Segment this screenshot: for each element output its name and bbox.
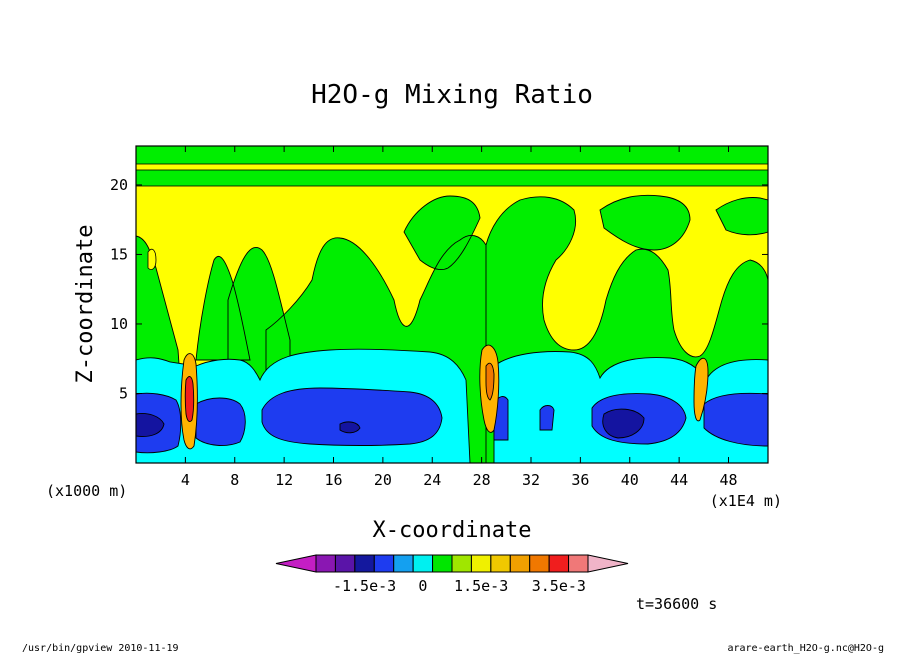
x-tick-label-5: 24 — [423, 471, 441, 489]
y-tick-label-0: 5 — [119, 384, 128, 402]
field-top-band-2 — [136, 169, 768, 187]
y-tick-label-2: 15 — [110, 245, 128, 263]
colorbar-label-2: 1.5e-3 — [454, 577, 508, 595]
contour-field — [136, 146, 768, 463]
footer-left: /usr/bin/gpview 2010-11-19 — [22, 643, 179, 654]
x-axis-ticks: 4 8 12 16 20 24 28 32 36 40 44 48 — [181, 146, 738, 489]
x-axis-label: X-coordinate — [373, 518, 532, 543]
colorbar-cell-7 — [432, 554, 453, 573]
colorbar — [275, 554, 629, 573]
x-tick-label-2: 12 — [275, 471, 293, 489]
field-plume-b-core — [485, 362, 495, 401]
y-axis-label: Z-coordinate — [73, 225, 98, 384]
colorbar-label-3: 3.5e-3 — [532, 577, 586, 595]
x-tick-label-7: 32 — [522, 471, 540, 489]
y-axis-ticks: 5 10 15 20 — [110, 176, 768, 402]
x-tick-label-1: 8 — [230, 471, 239, 489]
x-tick-label-9: 40 — [621, 471, 639, 489]
x-unit-right: (x1E4 m) — [710, 492, 782, 510]
x-tick-label-8: 36 — [571, 471, 589, 489]
y-tick-label-1: 10 — [110, 315, 128, 333]
field-navy-core — [136, 408, 645, 439]
colorbar-cell-2 — [334, 554, 356, 573]
colorbar-cell-14 — [568, 554, 589, 573]
plot-frame — [135, 145, 769, 464]
colorbar-cell-10 — [490, 554, 511, 573]
field-plume-a-core — [184, 376, 195, 423]
field-plume-d — [147, 248, 157, 270]
colorbar-cell-6 — [412, 554, 434, 573]
colorbar-cell-4 — [373, 554, 395, 573]
field-blue-core — [136, 387, 768, 454]
x-tick-label-3: 16 — [324, 471, 342, 489]
field-top-band — [136, 146, 768, 165]
colorbar-label-1: 0 — [418, 577, 427, 595]
colorbar-labels: -1.5e-3 0 1.5e-3 3.5e-3 — [333, 577, 586, 595]
colorbar-cell-8 — [451, 554, 472, 573]
x-tick-label-11: 48 — [719, 471, 737, 489]
colorbar-cell-9 — [470, 554, 492, 573]
colorbar-cell-1 — [315, 554, 336, 573]
y-tick-label-3: 20 — [110, 176, 128, 194]
colorbar-cell-12 — [529, 554, 550, 573]
x-tick-label-4: 20 — [374, 471, 392, 489]
x-tick-label-10: 44 — [670, 471, 688, 489]
chart-title: H2O-g Mixing Ratio — [311, 80, 593, 110]
timestamp: t=36600 s — [636, 595, 717, 613]
colorbar-cell-0 — [275, 554, 317, 573]
colorbar-cell-13 — [548, 554, 570, 573]
colorbar-cell-5 — [393, 554, 414, 573]
footer-right: arare-earth_H2O-g.nc@H2O-g — [727, 643, 884, 654]
colorbar-cell-15 — [587, 554, 629, 573]
x-tick-label-0: 4 — [181, 471, 190, 489]
colorbar-cell-3 — [354, 554, 375, 573]
field-plume-c — [693, 357, 709, 422]
x-tick-label-6: 28 — [473, 471, 491, 489]
colorbar-label-0: -1.5e-3 — [333, 577, 396, 595]
x-unit-left: (x1000 m) — [46, 482, 127, 500]
colorbar-cell-11 — [509, 554, 531, 573]
